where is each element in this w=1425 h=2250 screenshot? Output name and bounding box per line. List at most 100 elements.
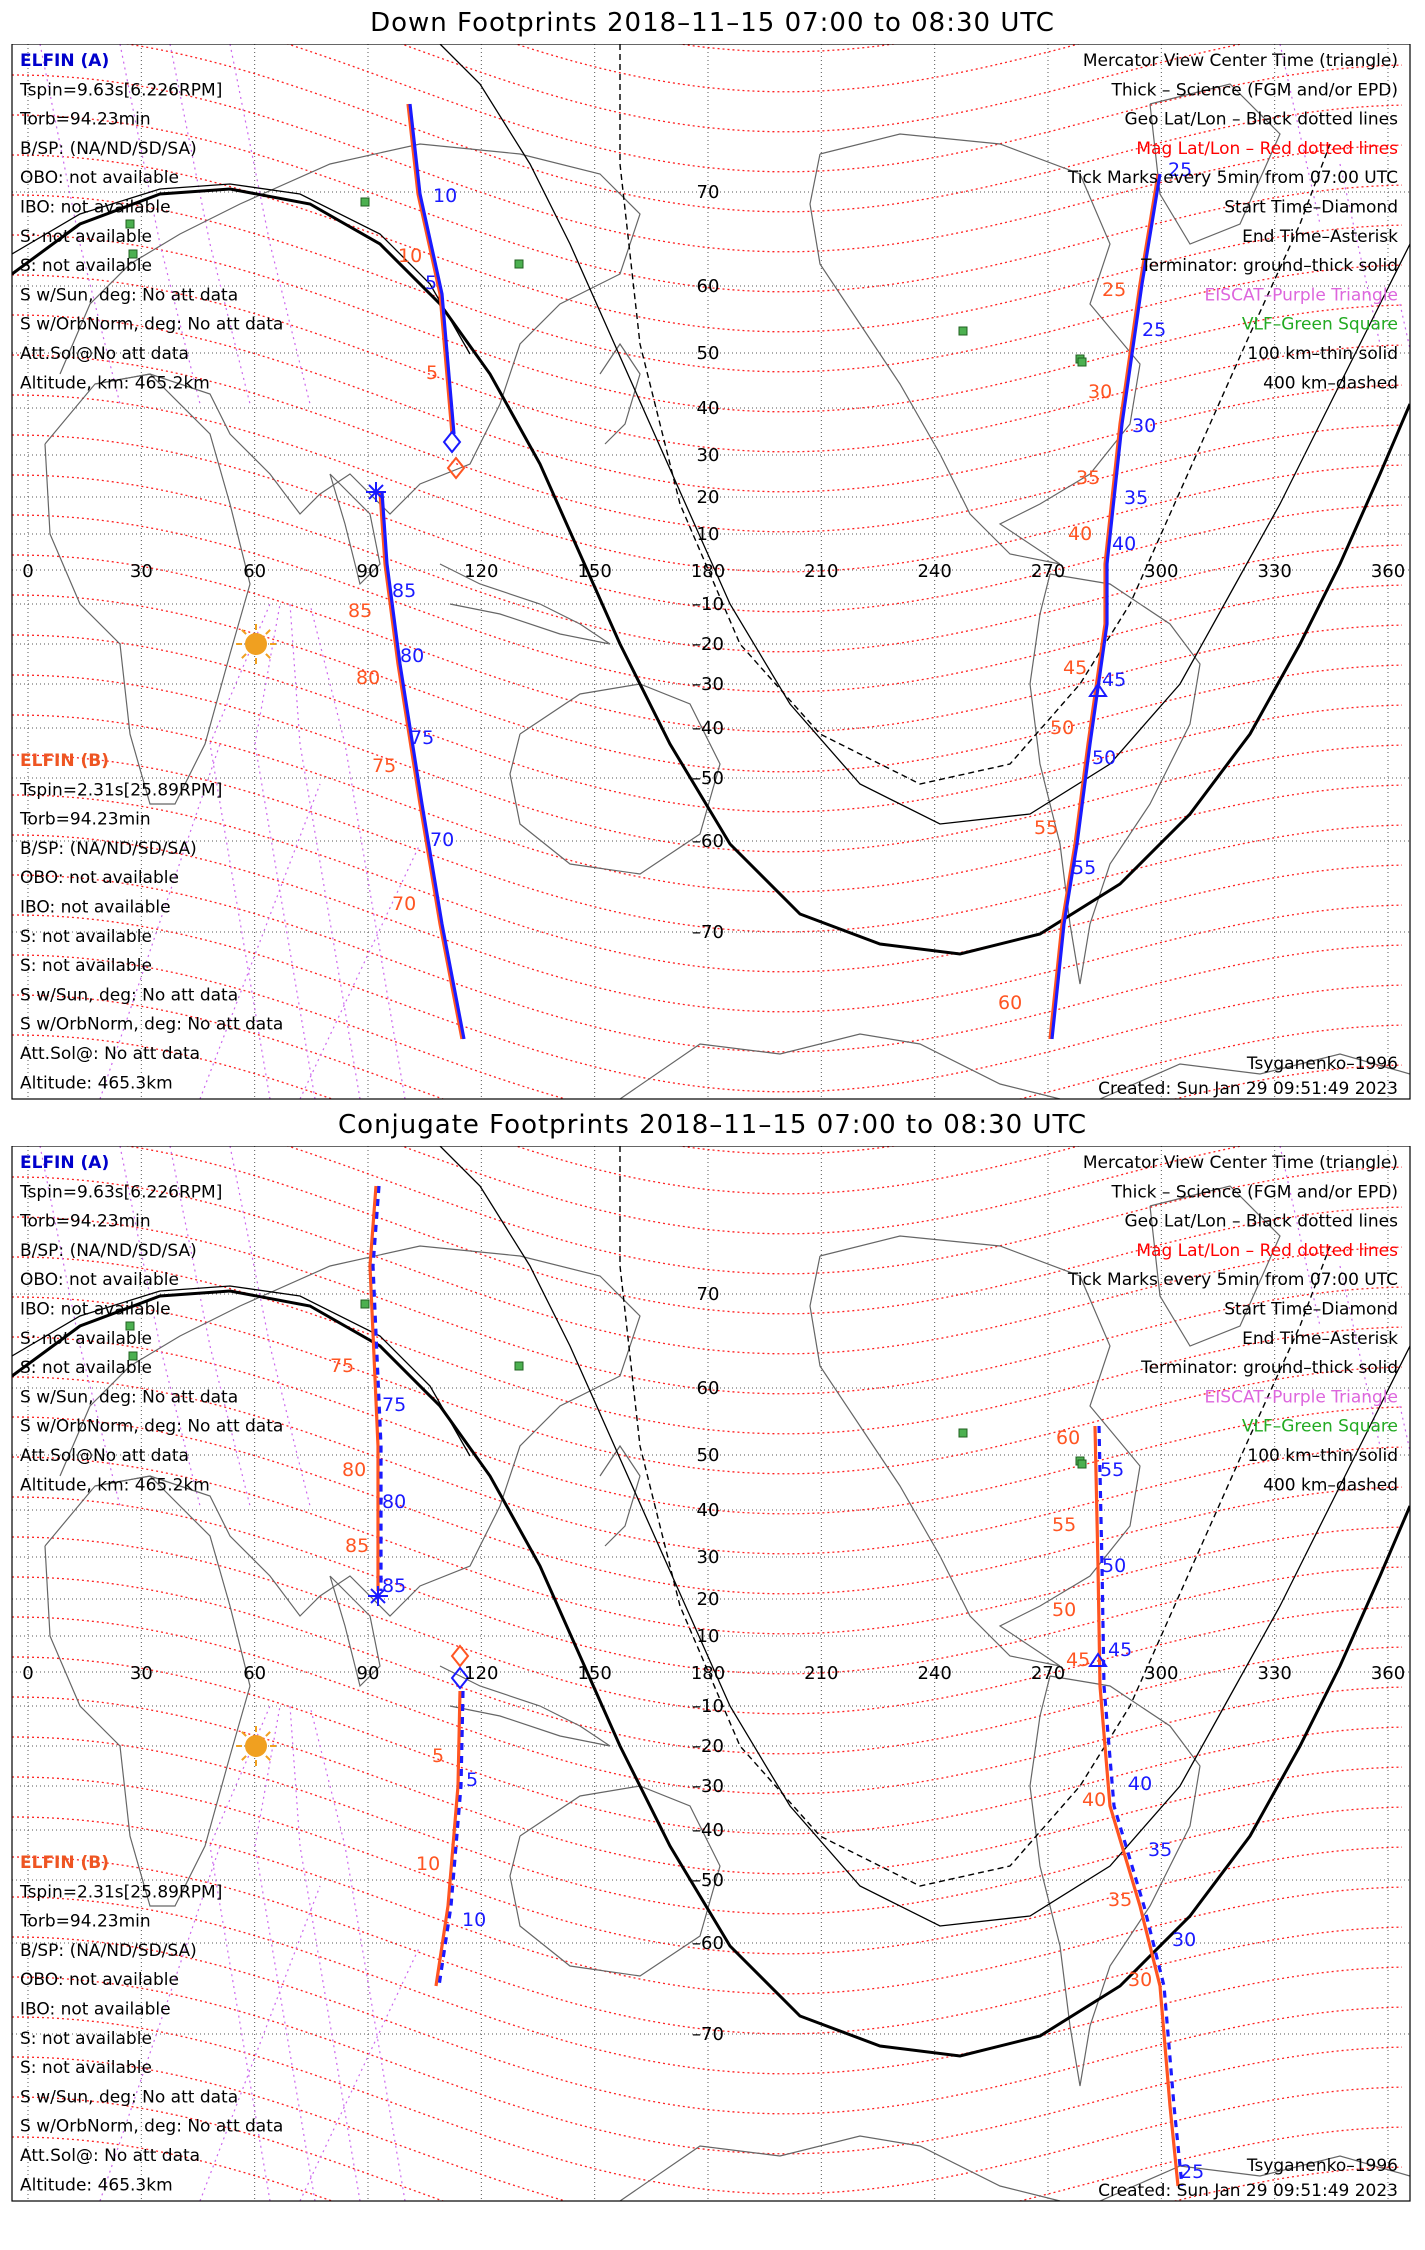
elfin-a-info-line: S w/Sun, deg: No att data <box>20 285 238 305</box>
track-tick-label: 35 <box>1108 1889 1132 1911</box>
mag-parallel <box>12 754 1403 933</box>
latitude-label: –40 <box>692 718 724 739</box>
legend-line: 100 km–thin solid <box>1247 1446 1398 1466</box>
track-tick-label: 60 <box>998 992 1022 1014</box>
track-b-south <box>378 491 464 1040</box>
elfin-b-info-line: OBO: not available <box>20 868 179 888</box>
latitude-label: –50 <box>692 768 724 789</box>
track-tick-label: 30 <box>1128 1969 1152 1991</box>
longitude-label: 30 <box>130 1663 153 1684</box>
mag-parallel <box>12 1776 1403 1955</box>
elfin-b-info-line: ELFIN (B) <box>20 1853 109 1873</box>
elfin-a-info-line: Tspin=9.63s[6.226RPM] <box>19 1182 222 1202</box>
longitude-label: 210 <box>804 561 838 582</box>
mag-parallel <box>12 114 1403 293</box>
mag-parallel <box>12 1576 1403 1755</box>
track-tick-label: 40 <box>1068 523 1092 545</box>
latitude-label: 50 <box>697 1445 720 1466</box>
vlf-station <box>125 1321 135 1331</box>
latitude-label: –60 <box>692 1933 724 1954</box>
track-tick-label: 5 <box>466 1769 478 1791</box>
boundary-400km <box>619 1146 1331 1887</box>
mag-parallel <box>12 474 1403 653</box>
track-tick-label: 45 <box>1066 1649 1090 1671</box>
elfin-b-info-line: Att.Sol@: No att data <box>20 1044 200 1064</box>
boundary-100km <box>439 44 1410 825</box>
track-tick-label: 10 <box>416 1853 440 1875</box>
coast-eurasia <box>59 1245 641 1617</box>
coast-japan <box>599 342 641 445</box>
elfin-b-info-line: Altitude: 465.3km <box>20 2175 173 2195</box>
legend-line: 400 km–dashed <box>1263 1475 1398 1495</box>
longitude-label: 360 <box>1371 561 1405 582</box>
mag-parallel <box>12 1936 1403 2115</box>
vlf-station <box>1077 1459 1087 1469</box>
elfin-a-info-line: S: not available <box>20 1358 152 1378</box>
down-footprints-map: 1051058580757085807570252530354045505525… <box>11 44 1411 1100</box>
elfin-a-info-line: OBO: not available <box>20 168 179 188</box>
elfin-b-info-line: Torb=94.23min <box>19 810 151 830</box>
legend-line: Mercator View Center Time (triangle) <box>1083 1153 1398 1173</box>
longitude-label: 150 <box>577 1663 611 1684</box>
longitude-label: 240 <box>917 1663 951 1684</box>
elfin-a-info-line: IBO: not available <box>20 1300 171 1320</box>
elfin-a-info-line: Tspin=9.63s[6.226RPM] <box>19 80 222 100</box>
longitude-label: 0 <box>22 1663 33 1684</box>
mag-meridian <box>229 1146 311 1507</box>
mag-meridian <box>1279 44 1321 225</box>
track-tick-label: 80 <box>342 1459 366 1481</box>
vlf-station <box>958 1428 968 1438</box>
mag-meridian <box>299 843 421 1099</box>
end-asterisk-a <box>368 1586 388 1606</box>
end-asterisk-a <box>366 482 386 502</box>
mag-parallel <box>399 1146 1245 1235</box>
mag-meridian <box>99 743 221 1099</box>
latitude-label: –20 <box>692 634 724 655</box>
map-layer: 75 80 85 75 80 85 5 10 5 10 25 30 35 40 45 50 55 30 35 40 45… <box>11 1146 1411 2202</box>
legend-line: Geo Lat/Lon – Black dotted lines <box>1125 1212 1399 1232</box>
mag-meridian <box>209 603 271 1099</box>
vlf-station <box>514 1361 524 1371</box>
track-tick-label: 50 <box>1092 747 1116 769</box>
longitude-label: 330 <box>1257 1663 1291 1684</box>
mag-parallel <box>12 874 1403 1053</box>
coast-australia <box>509 1785 721 1977</box>
mag-parallel <box>12 794 1403 973</box>
vlf-station <box>958 326 968 336</box>
elfin-a-info-line: ELFIN (A) <box>20 51 109 71</box>
mag-parallel <box>285 44 1403 173</box>
legend-line: Tick Marks every 5min from 07:00 UTC <box>1067 1270 1398 1290</box>
mag-parallel <box>12 1976 1403 2155</box>
track-tick-label: 80 <box>400 645 424 667</box>
model-label: Tsyganenko–1996 <box>1246 2156 1398 2176</box>
mag-parallel <box>12 1896 1403 2075</box>
mag-parallel <box>12 354 1403 533</box>
mag-parallel <box>12 1376 1403 1555</box>
longitude-label: 210 <box>804 1663 838 1684</box>
longitude-label: 360 <box>1371 1663 1405 1684</box>
track-tick-label: 75 <box>410 727 434 749</box>
latitude-label: 40 <box>697 398 720 419</box>
boundary-100km <box>439 1146 1410 1927</box>
mag-parallel <box>12 434 1403 613</box>
legend-line: VLF–Green Square <box>1242 1417 1398 1437</box>
mag-meridian <box>1279 1146 1321 1327</box>
map-content: 75 80 85 75 80 85 5 10 5 10 25 30 35 40 45 50 55 30 35 40 45… <box>12 1146 1410 2201</box>
vlf-station <box>360 197 370 207</box>
elfin-b-info-line: OBO: not available <box>20 1970 179 1990</box>
coast-eurasia <box>59 143 641 515</box>
longitude-label: 0 <box>22 561 33 582</box>
elfin-b-info-line: IBO: not available <box>20 2000 171 2020</box>
elfin-a-info-line: B/SP: (NA/ND/SD/SA) <box>20 139 197 159</box>
track-tick-label: 25 <box>1168 159 1192 181</box>
track-tick-label: 45 <box>1108 1639 1132 1661</box>
latitude-label: –70 <box>692 922 724 943</box>
legend-line: 100 km–thin solid <box>1247 344 1398 364</box>
mag-meridian <box>199 1885 321 2201</box>
latitude-label: 60 <box>697 1378 720 1399</box>
legend-line: Geo Lat/Lon – Black dotted lines <box>1125 110 1399 130</box>
elfin-a-info-line: S w/OrbNorm, deg: No att data <box>20 315 283 335</box>
mag-meridian <box>299 1945 421 2201</box>
latitude-label: 30 <box>697 445 720 466</box>
mag-parallel <box>123 1146 1403 1315</box>
